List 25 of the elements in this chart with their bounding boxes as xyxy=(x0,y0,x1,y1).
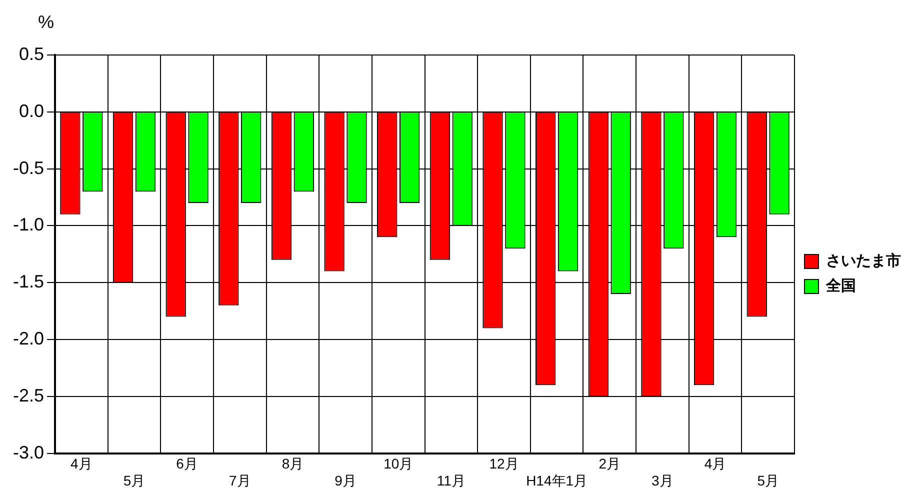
y-tick-label: -1.5 xyxy=(12,272,44,292)
y-tick-label: 0.0 xyxy=(18,100,44,121)
y-tick-label: -2.5 xyxy=(12,385,44,406)
y-tick-label: 0.5 xyxy=(18,44,44,64)
x-tick-label: 9月 xyxy=(334,472,356,488)
x-tick-label: 5月 xyxy=(123,472,146,488)
x-tick-label: 6月 xyxy=(176,456,198,472)
x-tick-label: 7月 xyxy=(228,472,251,488)
x-tick-label: 3月 xyxy=(652,472,674,488)
x-tick-label: 2月 xyxy=(598,456,621,472)
x-tick-label: 4月 xyxy=(704,456,726,472)
y-tick-label: -0.5 xyxy=(12,158,44,178)
x-tick-label: H14年1月 xyxy=(526,472,588,488)
legend-label: 全国 xyxy=(825,278,856,295)
y-tick-label: -3.0 xyxy=(12,442,44,462)
y-axis-title: % xyxy=(38,12,54,32)
y-tick-label: -2.0 xyxy=(12,328,44,349)
x-tick-label: 11月 xyxy=(436,472,466,488)
x-tick-label: 12月 xyxy=(489,456,519,472)
y-tick-label: -1.0 xyxy=(12,214,44,235)
x-tick-label: 10月 xyxy=(384,456,414,472)
x-tick-label: 4月 xyxy=(70,456,92,472)
x-tick-label: 8月 xyxy=(282,456,304,472)
legend-label: さいたま市 xyxy=(826,252,901,270)
x-tick-label: 5月 xyxy=(757,472,779,488)
